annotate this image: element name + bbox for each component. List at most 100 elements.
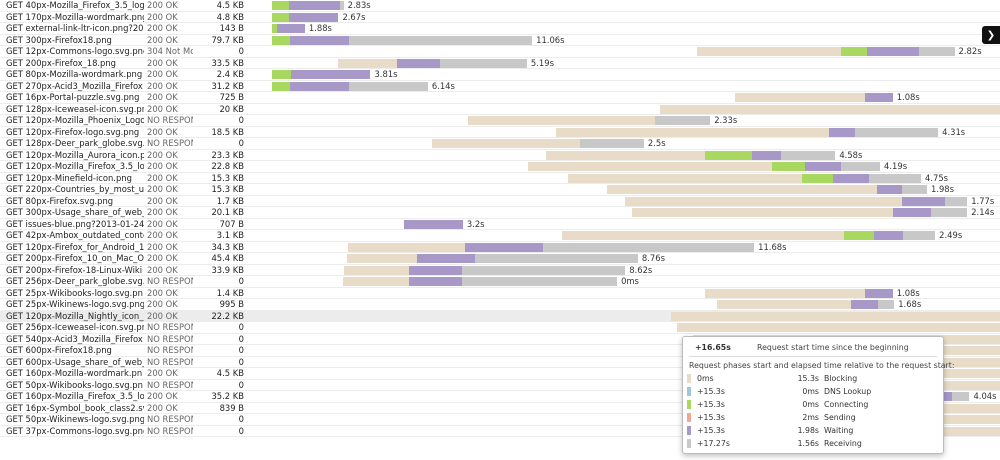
timing-bar-blocking — [676, 323, 1000, 332]
request-row[interactable]: GET 220px-Countries_by_most_us 200 OK 15.3… — [0, 184, 1000, 196]
request-row[interactable]: GET 25px-Wikinews-logo.svg.png 200 OK 995 … — [0, 299, 1000, 311]
request-row[interactable]: GET 12px-Commons-logo.svg.png 304 Not Mo 0… — [0, 46, 1000, 58]
request-url: GET 128px-Deer_park_globe.svg.p — [6, 138, 144, 148]
request-row[interactable]: GET 128px-Iceweasel-icon.svg.pn 200 OK 20 … — [0, 104, 1000, 115]
request-row[interactable]: GET 270px-Acid3_Mozilla_Firefox 200 OK 31.… — [0, 81, 1000, 92]
request-timeline: 2.5s — [255, 138, 1000, 149]
timing-bar-blocking — [348, 242, 466, 252]
request-row[interactable]: GET 25px-Wikibooks-logo.svg.pn 200 OK 1.4 … — [0, 287, 1000, 299]
phase-start: +17.27s — [697, 439, 730, 448]
request-row[interactable]: GET 170px-Mozilla-wordmark.png 200 OK 4.8 … — [0, 11, 1000, 23]
timing-bar-blocking — [343, 265, 410, 275]
timing-bar-receiving — [543, 242, 755, 252]
request-status: NO RESPONS — [147, 345, 193, 355]
request-url: GET 256px-Deer_park_globe.svg. — [6, 276, 144, 286]
request-status: 200 OK — [147, 391, 178, 401]
request-row[interactable]: GET 120px-Minefield-icon.png 200 OK 15.3 K… — [0, 172, 1000, 184]
request-url: GET 120px-Firefox_for_Android_1 — [6, 241, 144, 252]
timing-bar-blocking — [432, 139, 580, 148]
timing-bar-blocking — [546, 150, 705, 160]
request-size: 35.2 KB — [211, 391, 244, 401]
request-row[interactable]: GET 300px-Firefox18.png 200 OK 79.7 KB 11.0… — [0, 35, 1000, 46]
request-timeline: 1.08s — [255, 288, 1000, 299]
request-timeline: 6.14s — [255, 81, 1000, 92]
timing-bar-blocking — [670, 311, 1000, 321]
tooltip-phase-row: 0ms 15.3s Blocking — [687, 372, 937, 385]
request-status: NO RESPONS — [147, 322, 193, 332]
request-row[interactable]: GET external-link-ltr-icon.png?20 200 OK 1… — [0, 23, 1000, 35]
request-size: 33.5 KB — [211, 57, 244, 68]
timing-bar-blocking — [660, 104, 1000, 114]
request-timeline: 2.33s — [255, 115, 1000, 126]
request-size: 18.5 KB — [211, 126, 244, 137]
request-url: GET 120px-Mozilla_Firefox_3.5_lo — [6, 161, 144, 171]
phase-elapsed: 0ms — [802, 387, 819, 396]
request-size: 0 — [238, 115, 244, 125]
timing-bar-connecting — [272, 70, 291, 79]
chevron-right-icon[interactable]: ❯ — [982, 26, 1000, 44]
phase-elapsed: 1.56s — [797, 439, 819, 448]
timing-bar-connecting — [841, 47, 867, 56]
tooltip-phase-row: +15.3s 1.98s Waiting — [687, 424, 937, 437]
request-row[interactable]: GET 80px-Mozilla-wordmark.png 200 OK 2.4 K… — [0, 69, 1000, 81]
request-status: NO RESPONS — [147, 379, 193, 390]
request-size: 0 — [238, 46, 244, 56]
request-status: 200 OK — [147, 172, 178, 183]
request-row[interactable]: GET 120px-Firefox_for_Android_1 200 OK 34.… — [0, 241, 1000, 253]
phase-color-swatch — [687, 387, 691, 396]
request-row[interactable]: GET 40px-Mozilla_Firefox_3.5_logo 200 OK 4… — [0, 0, 1000, 12]
timing-bar-waiting — [290, 81, 349, 91]
request-status: 200 OK — [147, 69, 178, 79]
request-row[interactable]: GET 200px-Firefox-18-Linux-Wiki 200 OK 33.… — [0, 265, 1000, 276]
request-row[interactable]: GET 42px-Ambox_outdated_conte 200 OK 3.1 K… — [0, 230, 1000, 242]
request-status: NO RESPONS — [147, 414, 193, 424]
request-status: 200 OK — [147, 0, 178, 10]
request-status: 200 OK — [147, 230, 178, 240]
request-timeline — [255, 322, 1000, 333]
request-size: 0 — [238, 333, 244, 344]
request-timeline: 3.2s — [255, 219, 1000, 230]
request-row[interactable]: GET 200px-Firefox_10_on_Mac_OS 200 OK 45.4… — [0, 253, 1000, 265]
request-elapsed: 0ms — [621, 276, 639, 286]
request-status: 200 OK — [147, 287, 178, 298]
request-size: 34.3 KB — [211, 241, 244, 252]
request-status: 200 OK — [147, 207, 178, 217]
tooltip-start-time: +16.65s — [695, 343, 731, 352]
request-row[interactable]: GET 16px-Portal-puzzle.svg.png 200 OK 725 … — [0, 92, 1000, 104]
request-row[interactable]: GET 128px-Deer_park_globe.svg.pNO RESPON… — [0, 138, 1000, 150]
timing-bar-blocking — [337, 58, 398, 68]
request-elapsed: 2.5s — [647, 138, 666, 148]
request-row[interactable]: GET 300px-Usage_share_of_web_l 200 OK 20.1… — [0, 207, 1000, 219]
timing-bar-waiting — [833, 173, 869, 183]
tooltip-phase-row: +15.3s 2ms Sending — [687, 411, 937, 424]
request-row[interactable]: GET 120px-Mozilla_Firefox_3.5_lo 200 OK 22… — [0, 161, 1000, 173]
request-row[interactable]: GET 120px-Mozilla_Nightly_icon_2 200 OK 22… — [0, 310, 1000, 322]
request-row[interactable]: GET 120px-Firefox-logo.svg.png 200 OK 18.5… — [0, 126, 1000, 138]
phase-name: DNS Lookup — [824, 387, 872, 396]
request-row[interactable]: GET 256px-Deer_park_globe.svg.NO RESPONS… — [0, 276, 1000, 288]
request-row[interactable]: GET issues-blue.png?2013-01-24 200 OK 707 … — [0, 219, 1000, 230]
timing-bar-blocking — [468, 116, 656, 125]
request-size: 0 — [238, 345, 244, 355]
request-url: GET 540px-Acid3_Mozilla_Firefox — [6, 333, 143, 344]
request-elapsed: 3.81s — [374, 69, 398, 79]
timing-bar-waiting — [290, 35, 349, 45]
request-status: 200 OK — [147, 23, 178, 33]
phase-color-swatch — [687, 374, 691, 383]
request-status: 200 OK — [147, 241, 178, 252]
timing-bar-blocking — [561, 231, 844, 240]
request-row[interactable]: GET 80px-Firefox.svg.png 200 OK 1.7 KB 1.77… — [0, 196, 1000, 207]
request-url: GET 600px-Usage_share_of_web_l — [6, 356, 144, 367]
timing-bar-waiting — [851, 300, 878, 309]
request-row[interactable]: GET 200px-Firefox_18.png 200 OK 33.5 KB 5.1… — [0, 57, 1000, 69]
timing-bar-receiving — [944, 196, 968, 206]
request-url: GET 170px-Mozilla-wordmark.png — [6, 11, 144, 22]
timing-bar-blocking — [625, 196, 902, 206]
timing-bar-connecting — [272, 1, 290, 10]
request-status: 200 OK — [147, 57, 178, 68]
request-row[interactable]: GET 120px-Mozilla_Aurora_icon.p 200 OK 23.… — [0, 150, 1000, 161]
request-url: GET 50px-Wikinews-logo.svg.png — [6, 414, 144, 424]
request-status: NO RESPONS — [147, 333, 193, 344]
